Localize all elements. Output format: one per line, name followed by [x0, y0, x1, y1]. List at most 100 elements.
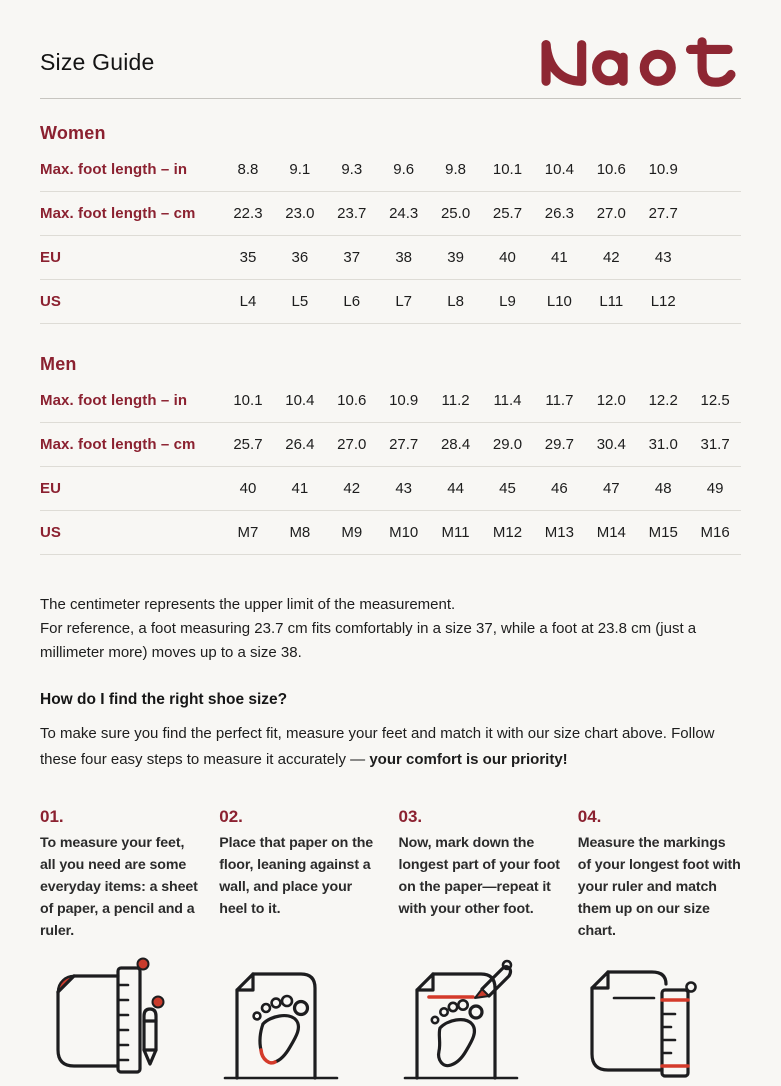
- header-divider: [40, 98, 741, 99]
- measurement-note: The centimeter represents the upper limi…: [40, 593, 730, 665]
- size-value: M16: [700, 524, 730, 541]
- size-value: 22.3: [233, 205, 263, 222]
- size-value: 10.9: [648, 161, 678, 178]
- step-number: 04.: [577, 807, 602, 826]
- size-value: 43: [395, 480, 413, 497]
- step-1: 01. To measure your feet, all you need a…: [40, 807, 203, 942]
- size-value: 43: [654, 249, 672, 266]
- row-label: US: [40, 524, 62, 541]
- size-value: 9.1: [289, 161, 311, 178]
- steps-row: 01. To measure your feet, all you need a…: [40, 807, 741, 942]
- size-value: 23.7: [337, 205, 367, 222]
- size-value: M15: [648, 524, 678, 541]
- step-3: 03. Now, mark down the longest part of y…: [399, 807, 562, 942]
- size-value: 29.0: [492, 436, 523, 453]
- size-value: 10.4: [285, 392, 315, 409]
- size-value: 25.7: [233, 436, 263, 453]
- row-label: Max. foot length – in: [40, 161, 188, 178]
- table-row: US L4 L5 L6 L7 L8 L9 L10 L11 L12: [40, 280, 741, 324]
- step-text: To measure your feet, all you need are s…: [40, 835, 198, 939]
- step-icons-row: [40, 954, 741, 1086]
- size-value: 10.9: [389, 392, 419, 409]
- step-text: Place that paper on the floor, leaning a…: [219, 835, 374, 917]
- table-row: Max. foot length – in 8.8 9.1 9.3 9.6 9.…: [40, 148, 741, 192]
- howto-heading: How do I find the right shoe size?: [40, 691, 288, 708]
- step-number: 03.: [398, 807, 423, 826]
- size-value: 44: [447, 480, 464, 497]
- size-value: L8: [447, 293, 464, 310]
- table-row: Max. foot length – in 10.1 10.4 10.6 10.…: [40, 379, 741, 423]
- size-value: 24.3: [389, 205, 419, 222]
- table-row: EU 40 41 42 43 44 45 46 47 48 49: [40, 467, 741, 511]
- size-value: M9: [341, 524, 363, 541]
- size-value: 49: [706, 480, 724, 497]
- size-value: 9.6: [393, 161, 415, 178]
- size-value: 11.4: [493, 392, 522, 409]
- size-value: M12: [492, 524, 523, 541]
- size-value: 38: [395, 249, 413, 266]
- size-value: M10: [389, 524, 419, 541]
- size-value: 31.0: [648, 436, 678, 453]
- size-value: 27.7: [389, 436, 419, 453]
- size-value: L5: [291, 293, 309, 310]
- page-title: Size Guide: [40, 48, 155, 75]
- row-label: EU: [40, 480, 62, 497]
- size-value: 40: [239, 480, 257, 497]
- size-value: M13: [544, 524, 574, 541]
- size-value: 30.4: [596, 436, 626, 453]
- size-value: 10.4: [544, 161, 574, 178]
- size-value: 12.2: [648, 392, 678, 409]
- size-value: L12: [650, 293, 676, 310]
- howto-paragraph: To make sure you find the perfect fit, m…: [40, 721, 740, 773]
- size-value: 36: [291, 249, 309, 266]
- step-text: Now, mark down the longest part of your …: [398, 835, 561, 917]
- row-label: US: [40, 293, 62, 310]
- size-value: 25.0: [440, 205, 471, 222]
- size-value: L10: [546, 293, 572, 310]
- row-label: Max. foot length – cm: [40, 205, 196, 222]
- size-value: 10.6: [596, 161, 626, 178]
- paper-ruler-pencil-icon: [40, 954, 203, 1086]
- paper-footprint-heel-icon: [219, 954, 382, 1086]
- size-value: 11.2: [441, 392, 470, 409]
- header: Size Guide: [40, 36, 741, 88]
- row-label: EU: [40, 249, 62, 266]
- howto-text: To make sure you find the perfect fit, m…: [40, 725, 715, 768]
- size-value: 23.0: [285, 205, 315, 222]
- size-value: 10.1: [233, 392, 263, 409]
- size-value: 39: [447, 249, 464, 266]
- size-value: L7: [395, 293, 413, 310]
- size-value: 41: [551, 249, 568, 266]
- size-value: 41: [291, 480, 309, 497]
- size-value: 11.7: [545, 392, 574, 409]
- step-number: 01.: [40, 807, 64, 826]
- size-value: 8.8: [237, 161, 259, 178]
- size-value: 26.3: [544, 205, 574, 222]
- size-value: M7: [237, 524, 259, 541]
- size-value: 27.0: [337, 436, 367, 453]
- size-value: 46: [551, 480, 568, 497]
- size-value: 42: [602, 249, 620, 266]
- table-row: US M7 M8 M9 M10 M11 M12 M13 M14 M15 M16: [40, 511, 741, 555]
- size-value: 31.7: [700, 436, 730, 453]
- size-value: 10.6: [337, 392, 367, 409]
- size-value: M8: [289, 524, 311, 541]
- size-value: 9.8: [445, 161, 466, 178]
- size-value: 28.4: [440, 436, 471, 453]
- note-line-2: For reference, a foot measuring 23.7 cm …: [40, 620, 697, 661]
- size-value: 45: [499, 480, 516, 497]
- size-value: 25.7: [492, 205, 523, 222]
- size-value: L11: [599, 293, 624, 310]
- naot-logo: [541, 37, 736, 87]
- men-size-table: Max. foot length – in 10.1 10.4 10.6 10.…: [40, 379, 741, 555]
- size-value: 48: [654, 480, 672, 497]
- size-value: M14: [596, 524, 626, 541]
- size-value: 26.4: [285, 436, 315, 453]
- step-text: Measure the markings of your longest foo…: [577, 835, 741, 939]
- size-value: 12.0: [596, 392, 626, 409]
- step-number: 02.: [219, 807, 243, 826]
- size-value: 12.5: [700, 392, 730, 409]
- size-value: 40: [499, 249, 516, 266]
- step-2: 02. Place that paper on the floor, leani…: [219, 807, 382, 942]
